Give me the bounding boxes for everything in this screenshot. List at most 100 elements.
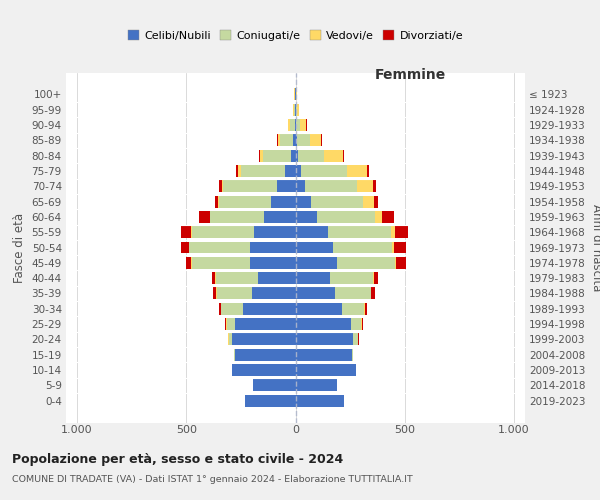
Bar bbox=[296, 272, 330, 284]
Bar bbox=[373, 180, 376, 192]
Bar bbox=[301, 165, 347, 177]
Bar bbox=[343, 150, 344, 162]
Bar bbox=[220, 180, 221, 192]
Bar bbox=[367, 165, 369, 177]
Legend: Celibi/Nubili, Coniugati/e, Vedovi/e, Divorziati/e: Celibi/Nubili, Coniugati/e, Vedovi/e, Di… bbox=[124, 26, 467, 45]
Bar bbox=[296, 380, 337, 392]
Bar bbox=[296, 303, 343, 314]
Bar bbox=[295, 119, 296, 131]
Bar bbox=[394, 242, 406, 254]
Bar bbox=[347, 165, 367, 177]
Bar bbox=[209, 211, 210, 223]
Bar bbox=[250, 242, 296, 254]
Bar bbox=[374, 196, 378, 207]
Bar bbox=[218, 196, 219, 207]
Bar bbox=[373, 272, 374, 284]
Bar bbox=[296, 364, 356, 376]
Bar bbox=[228, 334, 229, 345]
Bar bbox=[351, 318, 361, 330]
Bar bbox=[335, 288, 371, 300]
Bar bbox=[296, 211, 317, 223]
Bar bbox=[328, 226, 391, 238]
Bar bbox=[317, 211, 375, 223]
Bar bbox=[229, 334, 232, 345]
Bar bbox=[290, 119, 295, 131]
Bar bbox=[352, 348, 353, 360]
Bar bbox=[382, 211, 394, 223]
Bar bbox=[199, 211, 209, 223]
Bar bbox=[259, 150, 260, 162]
Bar bbox=[234, 348, 235, 360]
Y-axis label: Anni di nascita: Anni di nascita bbox=[590, 204, 600, 291]
Bar bbox=[325, 150, 343, 162]
Bar bbox=[271, 196, 296, 207]
Bar bbox=[219, 196, 271, 207]
Bar bbox=[253, 380, 296, 392]
Bar bbox=[210, 211, 264, 223]
Bar bbox=[186, 257, 191, 269]
Bar bbox=[241, 165, 284, 177]
Bar bbox=[215, 196, 218, 207]
Y-axis label: Fasce di età: Fasce di età bbox=[13, 212, 26, 282]
Bar bbox=[181, 226, 191, 238]
Bar bbox=[190, 242, 250, 254]
Bar bbox=[330, 272, 373, 284]
Bar bbox=[221, 303, 243, 314]
Bar bbox=[371, 288, 374, 300]
Bar bbox=[252, 288, 296, 300]
Bar bbox=[375, 211, 382, 223]
Bar bbox=[296, 318, 351, 330]
Bar bbox=[395, 226, 408, 238]
Bar bbox=[284, 165, 296, 177]
Bar bbox=[296, 150, 298, 162]
Bar bbox=[293, 134, 296, 146]
Bar bbox=[191, 257, 250, 269]
Bar bbox=[181, 242, 189, 254]
Bar bbox=[243, 303, 296, 314]
Bar bbox=[212, 272, 215, 284]
Bar bbox=[235, 348, 296, 360]
Bar bbox=[392, 242, 394, 254]
Bar bbox=[296, 180, 305, 192]
Bar bbox=[250, 257, 296, 269]
Bar bbox=[296, 165, 301, 177]
Bar bbox=[296, 288, 335, 300]
Bar bbox=[311, 196, 362, 207]
Bar bbox=[296, 242, 333, 254]
Bar bbox=[296, 334, 353, 345]
Bar bbox=[296, 196, 311, 207]
Bar bbox=[296, 394, 344, 406]
Bar bbox=[294, 104, 295, 116]
Bar bbox=[263, 150, 290, 162]
Bar bbox=[217, 288, 252, 300]
Bar bbox=[223, 180, 277, 192]
Bar bbox=[254, 226, 296, 238]
Bar bbox=[259, 272, 296, 284]
Bar bbox=[235, 318, 296, 330]
Bar bbox=[297, 104, 299, 116]
Bar bbox=[227, 318, 235, 330]
Bar bbox=[365, 303, 367, 314]
Bar bbox=[277, 134, 278, 146]
Bar bbox=[278, 134, 280, 146]
Bar bbox=[296, 119, 301, 131]
Bar bbox=[245, 394, 296, 406]
Bar bbox=[353, 334, 358, 345]
Bar bbox=[238, 165, 241, 177]
Bar bbox=[225, 318, 226, 330]
Bar bbox=[343, 303, 364, 314]
Bar bbox=[288, 119, 290, 131]
Bar bbox=[301, 119, 307, 131]
Bar bbox=[232, 334, 296, 345]
Bar bbox=[221, 180, 223, 192]
Bar bbox=[321, 134, 322, 146]
Bar bbox=[395, 257, 406, 269]
Bar bbox=[296, 104, 297, 116]
Text: Popolazione per età, sesso e stato civile - 2024: Popolazione per età, sesso e stato civil… bbox=[12, 452, 343, 466]
Bar bbox=[216, 272, 259, 284]
Bar bbox=[298, 150, 325, 162]
Bar bbox=[264, 211, 296, 223]
Bar bbox=[333, 242, 392, 254]
Bar bbox=[191, 226, 254, 238]
Bar bbox=[296, 348, 352, 360]
